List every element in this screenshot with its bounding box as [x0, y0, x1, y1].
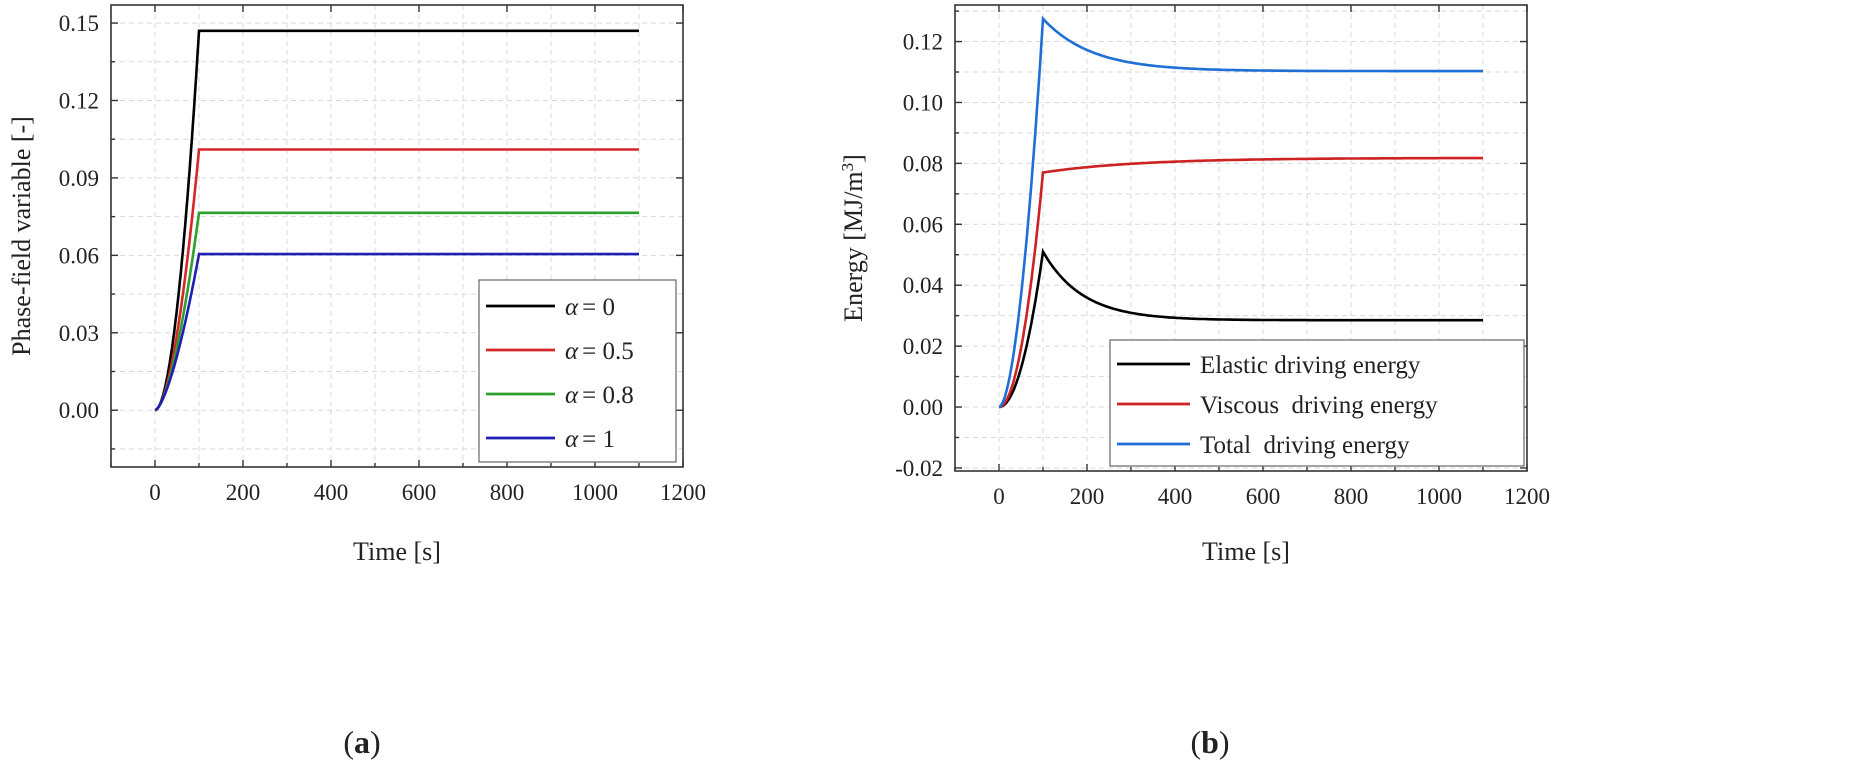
- panel-b-label: (b): [1190, 724, 1229, 760]
- panel-a-label-open: (: [343, 724, 354, 760]
- series-line-2: [998, 156, 1483, 409]
- legend-entry-1: α = 0: [565, 294, 615, 321]
- panel-b-y-axis-title-close: ]: [839, 154, 868, 163]
- x-tick-label: 0: [993, 484, 1005, 509]
- x-tick-label: 200: [1070, 484, 1105, 509]
- x-tick-label: 800: [490, 480, 525, 505]
- panel-a-y-axis-title: Phase-field variable [-]: [7, 116, 36, 356]
- x-tick-label: 400: [1158, 484, 1193, 509]
- y-tick-label: 0.06: [59, 243, 99, 268]
- panel-a-label-letter: a: [354, 724, 370, 760]
- y-tick-label: 0.00: [903, 395, 943, 420]
- x-tick-label: 400: [314, 480, 349, 505]
- panel-a-x-axis-title: Time [s]: [353, 537, 441, 566]
- legend-entry-2: α = 0.5: [565, 338, 634, 365]
- y-tick-label: 0.02: [903, 334, 943, 359]
- legend-entry-1: Elastic driving energy: [1200, 352, 1421, 379]
- y-tick-label: -0.02: [895, 456, 943, 481]
- legend-alpha-symbol: α: [565, 382, 579, 409]
- panel-a-lines: [154, 29, 639, 412]
- y-tick-label: 0.12: [59, 88, 99, 113]
- x-tick-label: 1200: [1504, 484, 1550, 509]
- legend-alpha-symbol: α: [565, 294, 579, 321]
- panel-a-legend: α = 0α = 0.5α = 0.8α = 1: [478, 279, 677, 463]
- panel-a-chart: 0 200 400 600 800 1000 1200 0.00 0.03 0.06 0.09 0.1…: [7, 4, 706, 760]
- y-tick-label: 0.03: [59, 321, 99, 346]
- panel-b-frame: [954, 4, 1528, 472]
- y-tick-label: 0.12: [903, 30, 943, 55]
- panel-b-label-open: (: [1190, 724, 1201, 760]
- legend-alpha-value: = 1: [582, 426, 615, 453]
- panel-a-label: (a): [343, 724, 380, 760]
- y-tick-label: 0.04: [903, 273, 944, 298]
- panel-b-y-axis-title: Energy [MJ/m3]: [838, 154, 869, 322]
- panel-b-legend: Elastic driving energy Viscous driving en…: [1109, 339, 1525, 467]
- legend-entry-3: Total driving energy: [1200, 432, 1410, 459]
- panel-b-ticks: 0 200 400 600 800 1000 1200 -0.02 0.00 0.02 0.04 0.…: [895, 5, 1550, 509]
- series-line-3: [998, 15, 1483, 409]
- x-tick-label: 800: [1334, 484, 1369, 509]
- series-line-4: [154, 252, 639, 412]
- panel-b-lines: [998, 15, 1483, 409]
- panel-a-frame: [110, 4, 684, 468]
- x-tick-label: 0: [149, 480, 161, 505]
- y-tick-label: 0.00: [59, 398, 99, 423]
- y-tick-label: 0.10: [903, 90, 943, 115]
- panel-b-y-axis-title-sup: 3: [838, 163, 857, 172]
- legend-alpha-symbol: α: [565, 338, 579, 365]
- legend-alpha-value: = 0.5: [582, 338, 634, 365]
- panel-b-y-axis-title-main: Energy [MJ/m: [839, 171, 868, 321]
- x-tick-label: 200: [226, 480, 261, 505]
- panel-b-x-axis-title: Time [s]: [1202, 537, 1290, 566]
- x-tick-label: 1000: [572, 480, 618, 505]
- legend-entry-4: α = 1: [565, 426, 615, 453]
- legend-entry-2: Viscous driving energy: [1200, 392, 1438, 419]
- x-tick-label: 600: [1246, 484, 1281, 509]
- y-tick-label: 0.15: [59, 11, 99, 36]
- legend-entry-3: α = 0.8: [565, 382, 634, 409]
- legend-alpha-value: = 0: [582, 294, 615, 321]
- panel-b-chart: 0 200 400 600 800 1000 1200 -0.02 0.00 0.02 0.04 0.…: [838, 4, 1550, 760]
- x-tick-label: 1000: [1416, 484, 1462, 509]
- panel-a-ticks: 0 200 400 600 800 1000 1200 0.00 0.03 0.06 0.09 0.1…: [59, 5, 706, 505]
- panel-b-label-letter: b: [1201, 724, 1219, 760]
- panel-b-label-close: ): [1219, 724, 1230, 760]
- y-tick-label: 0.06: [903, 212, 943, 237]
- panel-a-label-close: ): [370, 724, 381, 760]
- legend-alpha-symbol: α: [565, 426, 579, 453]
- legend-box: [478, 279, 677, 463]
- x-tick-label: 600: [402, 480, 437, 505]
- y-tick-label: 0.08: [903, 151, 943, 176]
- legend-alpha-value: = 0.8: [582, 382, 634, 409]
- x-tick-label: 1200: [660, 480, 706, 505]
- series-line-1: [999, 247, 1483, 409]
- y-tick-label: 0.09: [59, 166, 99, 191]
